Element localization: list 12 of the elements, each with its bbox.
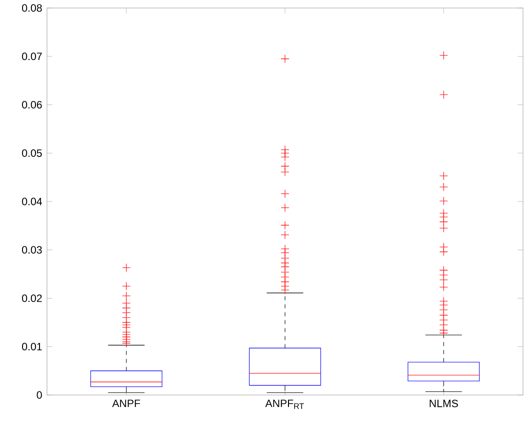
y-tick-label: 0.01 bbox=[22, 342, 42, 350]
y-tick-label: 0.08 bbox=[22, 4, 42, 12]
x-tick-label: ANPF$_{RT}$ bbox=[265, 400, 304, 409]
y-tick-label: 0.02 bbox=[22, 294, 42, 302]
y-tick-label: 0.07 bbox=[22, 52, 42, 60]
y-tick-label: 0 bbox=[36, 391, 42, 399]
x-tick-label: NLMS bbox=[430, 400, 458, 408]
y-tick-label: 0.06 bbox=[22, 100, 42, 109]
x-tick-label: ANPF bbox=[112, 400, 140, 408]
y-tick-label: 0.04 bbox=[22, 198, 42, 206]
y-tick-label: 0.05 bbox=[22, 149, 42, 157]
y-tick-label: 0.03 bbox=[22, 246, 42, 254]
